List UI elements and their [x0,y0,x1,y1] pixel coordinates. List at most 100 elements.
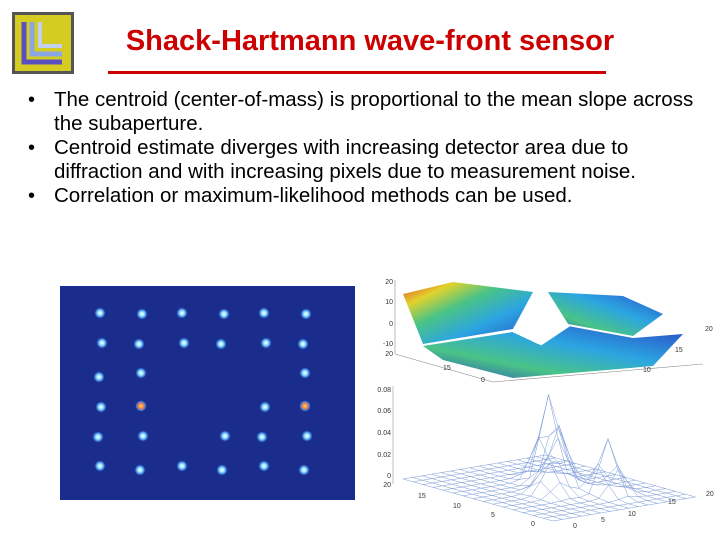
mesh-line [516,459,668,503]
lenslet-spot [256,431,268,443]
title-underline [108,71,606,74]
mesh-line [412,477,563,520]
lenslet-spot [301,430,313,442]
mesh-line [462,394,606,497]
mesh-bottom-tick: 5 [491,512,495,519]
mesh-line [452,436,596,494]
mesh-line [402,478,554,522]
surface-z-tick: 20 [385,351,393,358]
mesh-line [552,496,696,522]
mesh-line [459,462,611,512]
mesh-line [432,463,576,488]
mesh-line [472,427,616,499]
mesh-line [532,491,676,516]
surface-y-tick: 15 [675,347,683,354]
mesh-right-tick: 15 [668,499,676,506]
mesh-left-tick: 15 [418,493,426,500]
mesh-z-tick: 0.02 [377,452,391,459]
surface-axes [394,280,704,383]
lenslet-spot [299,367,311,379]
lenslet-spot [92,431,104,443]
mesh-line [402,454,546,480]
mesh-line [488,393,639,507]
mesh-line [535,456,687,499]
lenslet-spot [94,460,106,472]
mesh-line [507,461,658,504]
mesh-line [412,457,556,483]
mesh-line [421,475,573,519]
lenslet-spot [258,307,270,319]
mesh-line [450,470,601,514]
bullet-item: Centroid estimate diverges with increasi… [20,136,710,184]
bullet-list: The centroid (center-of-mass) is proport… [20,88,710,208]
surface-z-tick: 10 [385,299,393,306]
mesh-line [440,472,592,515]
surface-z-tick: -10 [383,341,393,348]
mesh-mid-tick: 0 [573,523,577,530]
mesh-line [492,459,636,505]
surface-gap [511,321,570,346]
lenslet-spot [135,367,147,379]
surface-patch-right [548,292,663,336]
mesh-line [478,424,630,509]
lenslet-spot [134,464,146,476]
surface-patch-left [403,282,533,344]
lenslet-spot [133,338,145,350]
surface-z-tick: 0 [389,321,393,328]
lenslet-spot [219,430,231,442]
bullet-item: The centroid (center-of-mass) is proport… [20,88,710,136]
lenslet-spot [95,401,107,413]
llnl-logo-icon [12,12,74,74]
surface-gap [526,311,555,333]
lenslet-spot [300,308,312,320]
surface-x-tick: 0 [481,377,485,384]
mesh-right-tick: 10 [628,511,636,518]
lenslet-spot [216,464,228,476]
lenslet-spot [93,371,105,383]
mesh-mid-tick: 5 [601,517,605,524]
mesh-line [526,457,677,501]
lenslet-spot [218,308,230,320]
lenslet-spot [259,401,271,413]
lenslet-spot [176,307,188,319]
mesh-line [422,460,566,485]
mesh-line [522,469,666,513]
lenslet-spot [178,337,190,349]
lenslet-spot [135,400,147,412]
mesh-z-tick: 0.06 [377,408,391,415]
mesh-left-tick: 20 [383,482,391,489]
lenslet-spot [176,460,188,472]
mesh-left-tick: 10 [453,503,461,510]
lenslet-spot [260,337,272,349]
surface-z-tick: 20 [385,279,393,286]
lenslet-spot [215,338,227,350]
mesh-line [542,493,686,519]
mesh-right-tick: 20 [706,491,714,498]
surface-patch-front [423,326,683,378]
lenslet-spot [137,430,149,442]
mesh-plot: 0.08 0.06 0.04 0.02 0 20 15 10 5 0 10 15… [377,386,714,530]
mesh-line [497,437,649,506]
lenslet-spot [298,464,310,476]
lenslet-spot [94,307,106,319]
mesh-z-tick: 0 [387,473,391,480]
shack-hartmann-spot-image [60,286,355,500]
wavefront-surface-plot: 20 10 0 -10 20 15 0 10 15 20 0.08 0.06 0… [377,279,714,530]
mesh-line [545,454,696,498]
mesh-z-tick: 0.08 [377,387,391,394]
mesh-line [442,465,586,491]
lenslet-spot [96,337,108,349]
surface-y-tick: 20 [705,326,713,333]
slide-title: Shack-Hartmann wave-front sensor [125,25,615,57]
lenslet-spot [299,400,311,412]
mesh-bottom-tick: 0 [531,521,535,528]
surface-x-tick: 15 [443,365,451,372]
mesh-z-tick: 0.04 [377,430,391,437]
bullet-item: Correlation or maximum-likelihood method… [20,184,710,208]
mesh-line [431,473,582,517]
surface-y-tick: 10 [643,367,651,374]
lenslet-spot [297,338,309,350]
lenslet-spot [258,460,270,472]
lenslet-spot [136,308,148,320]
mesh-line [502,463,646,508]
